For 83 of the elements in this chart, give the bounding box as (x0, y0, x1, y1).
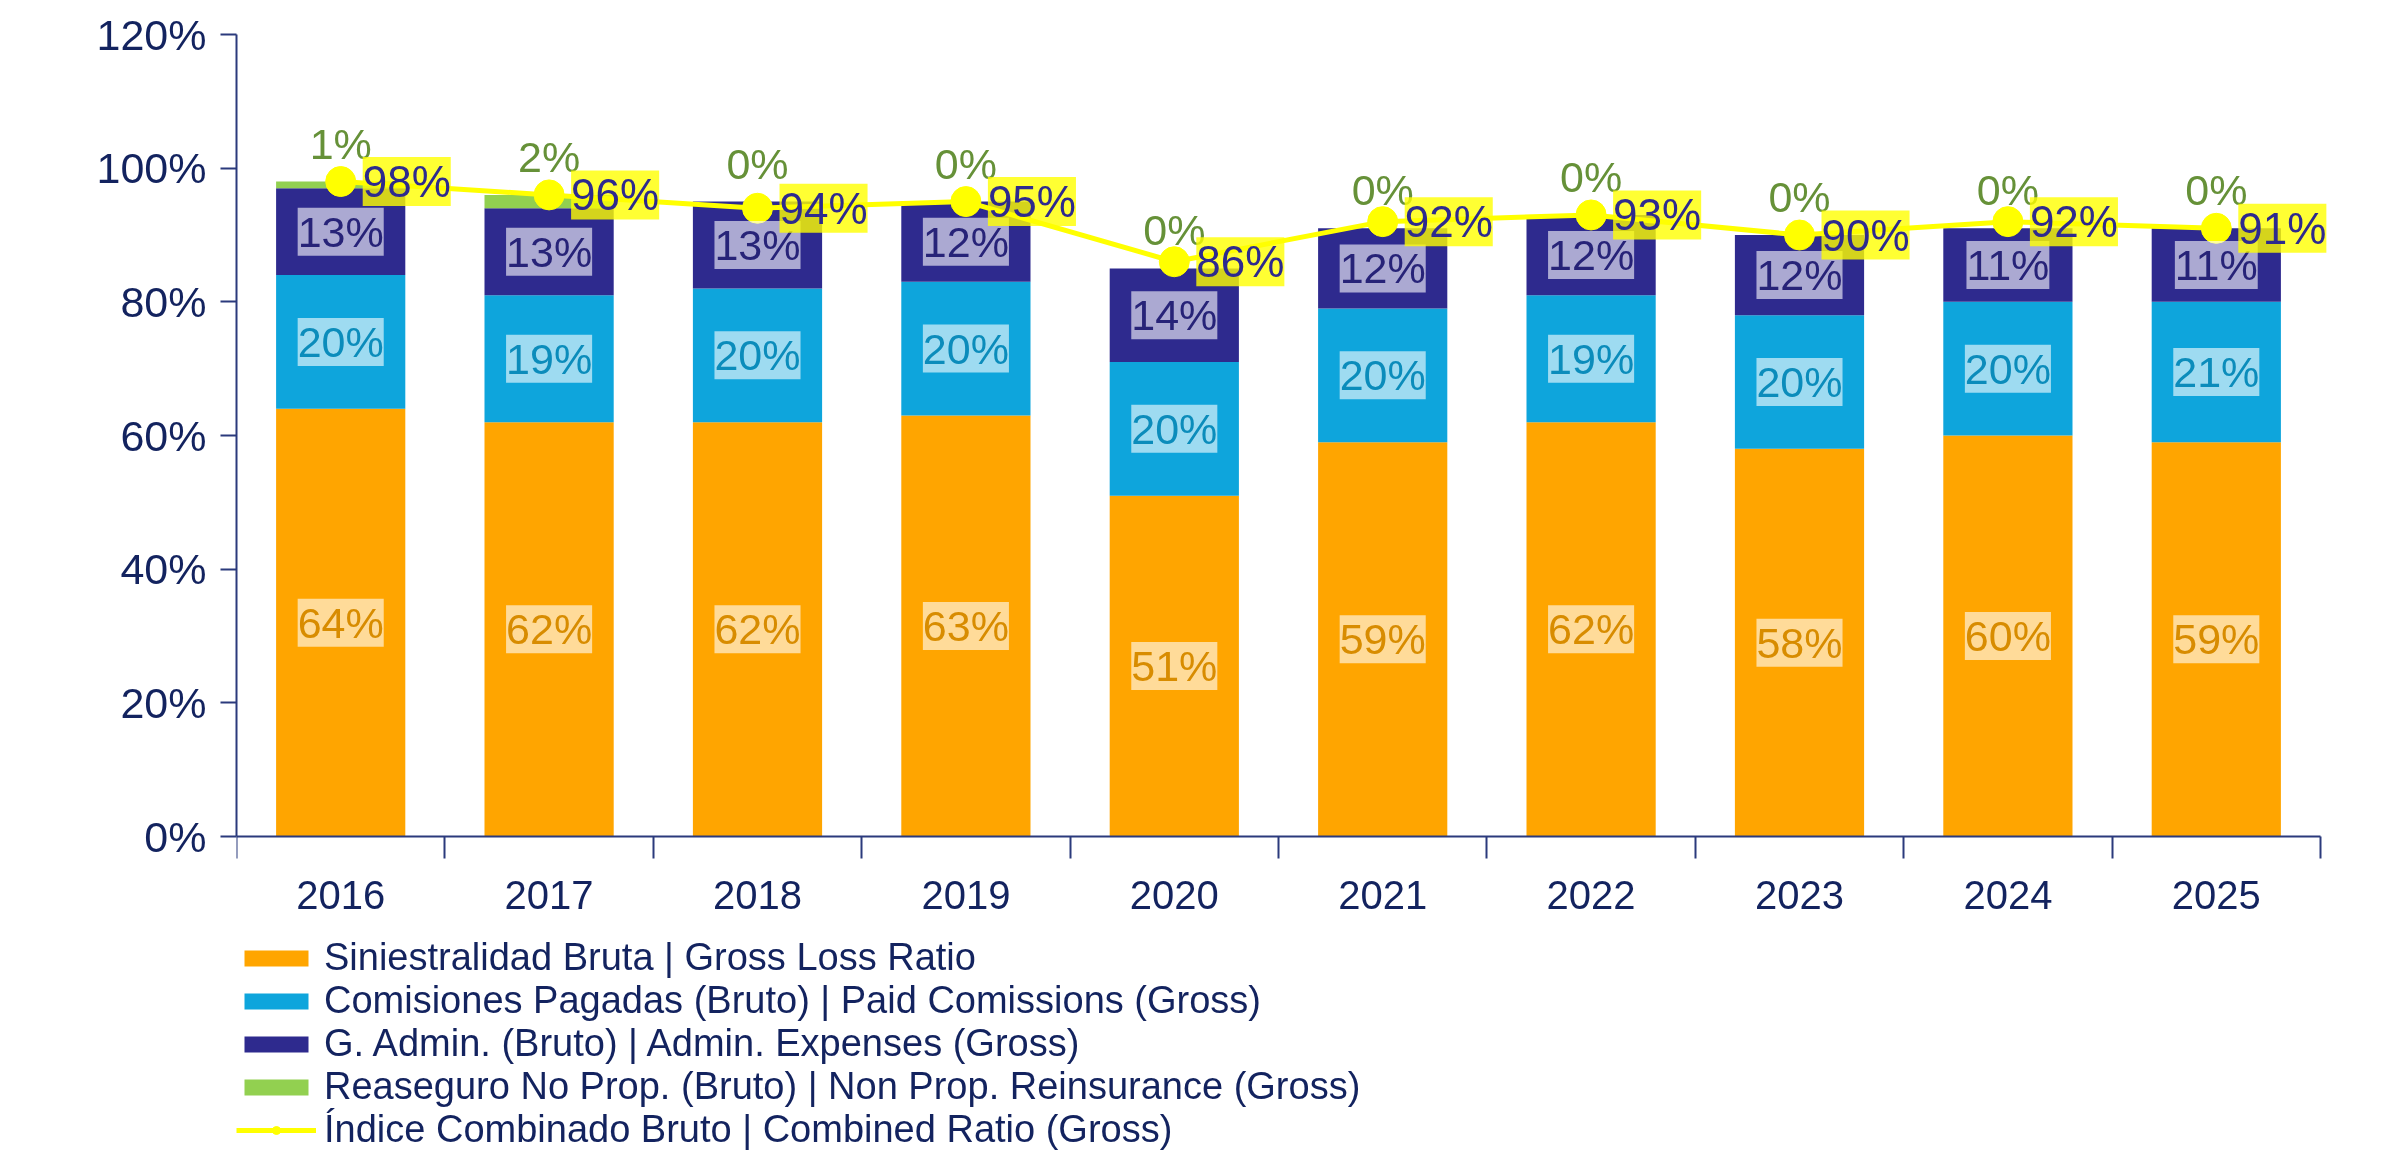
x-tick-label: 2022 (1546, 872, 1636, 917)
point (2200, 212, 2232, 244)
bar (2151, 301, 2281, 443)
data-label: 62% (1548, 605, 1635, 654)
data-label: 20% (1339, 351, 1426, 400)
x-tick-label: 2021 (1338, 872, 1428, 917)
legend-label: Reaseguro No Prop. (Bruto) | Non Prop. Reinsurance (Gross) (324, 1065, 1361, 1108)
bar (1526, 295, 1656, 423)
bar (1526, 422, 1656, 837)
x-tick-label: 2018 (713, 872, 802, 917)
y-tick-label: 60% (120, 411, 207, 460)
y-tick-label: 120% (96, 10, 207, 59)
bar (1734, 448, 1865, 837)
bar (1734, 315, 1865, 449)
bar (1943, 301, 2073, 436)
data-label: 59% (2173, 615, 2260, 664)
data-label: 60% (1964, 612, 2051, 660)
point (1158, 246, 1190, 278)
y-tick-label: 40% (120, 545, 207, 594)
point (325, 166, 357, 197)
x-tick-label: 2023 (1755, 872, 1844, 917)
data-label: 98% (362, 157, 451, 207)
bar (484, 295, 614, 423)
data-label: 20% (1756, 358, 1843, 407)
point (1992, 206, 2024, 238)
point (1784, 219, 1815, 251)
legend-label: Índice Combinado Bruto | Combined Ratio (Gross) (324, 1108, 1173, 1151)
y-tick-label: 0% (144, 812, 207, 861)
point (533, 179, 565, 211)
y-tick-label: 20% (120, 678, 207, 727)
data-label: 62% (506, 605, 593, 654)
bar (1109, 361, 1239, 496)
data-label: 58% (1756, 618, 1843, 667)
x-tick-label: 2016 (296, 872, 386, 917)
data-label: 62% (714, 605, 801, 654)
data-label: 95% (987, 177, 1076, 227)
bar (692, 422, 823, 837)
point (950, 186, 982, 218)
legend-label: Comisiones Pagadas (Bruto) | Paid Comissions (Gross) (324, 979, 1261, 1022)
bar (1109, 495, 1239, 837)
bar (484, 208, 614, 296)
x-tick-label: 2020 (1129, 872, 1219, 917)
data-label: 51% (1131, 642, 1218, 691)
bar (276, 275, 406, 409)
bar (1318, 308, 1448, 443)
data-label: 12% (922, 217, 1009, 266)
x-tick-label: 2025 (2171, 872, 2261, 917)
bar (276, 408, 406, 837)
bar (2151, 442, 2281, 837)
legend-label: G. Admin. (Bruto) | Admin. Expenses (Gross) (324, 1022, 1080, 1065)
data-label: 12% (1756, 251, 1843, 300)
data-label: 20% (922, 324, 1009, 373)
data-label: 20% (1964, 344, 2051, 393)
x-tick-label: 2019 (921, 872, 1011, 917)
point (742, 192, 773, 224)
data-label: 14% (1131, 291, 1218, 340)
bar (484, 422, 614, 837)
data-label: 13% (506, 227, 593, 276)
data-label: 12% (1339, 244, 1426, 293)
y-tick-label: 80% (120, 277, 207, 326)
y-tick-label: 100% (96, 144, 207, 193)
x-tick-label: 2017 (504, 872, 594, 917)
bar (692, 288, 823, 423)
bar (901, 281, 1031, 416)
data-label: 19% (1548, 334, 1635, 383)
bar (1318, 442, 1448, 837)
data-label: 59% (1339, 615, 1426, 664)
point (1367, 206, 1399, 238)
data-label: 20% (297, 317, 384, 366)
legend-label: Siniestralidad Bruta | Gross Loss Ratio (324, 936, 976, 979)
data-label: 63% (922, 601, 1009, 650)
bar (901, 415, 1031, 837)
data-label: 11% (1966, 241, 2050, 290)
data-label: 20% (1131, 404, 1218, 453)
bar (1943, 435, 2073, 837)
data-label: 64% (297, 598, 384, 647)
data-label: 12% (1548, 231, 1635, 280)
data-label: 19% (506, 334, 593, 383)
data-label: 20% (714, 331, 801, 380)
data-label: 21% (2173, 348, 2260, 397)
data-label: 13% (297, 207, 384, 256)
x-tick-label: 2024 (1963, 872, 2053, 917)
point (1575, 199, 1607, 231)
